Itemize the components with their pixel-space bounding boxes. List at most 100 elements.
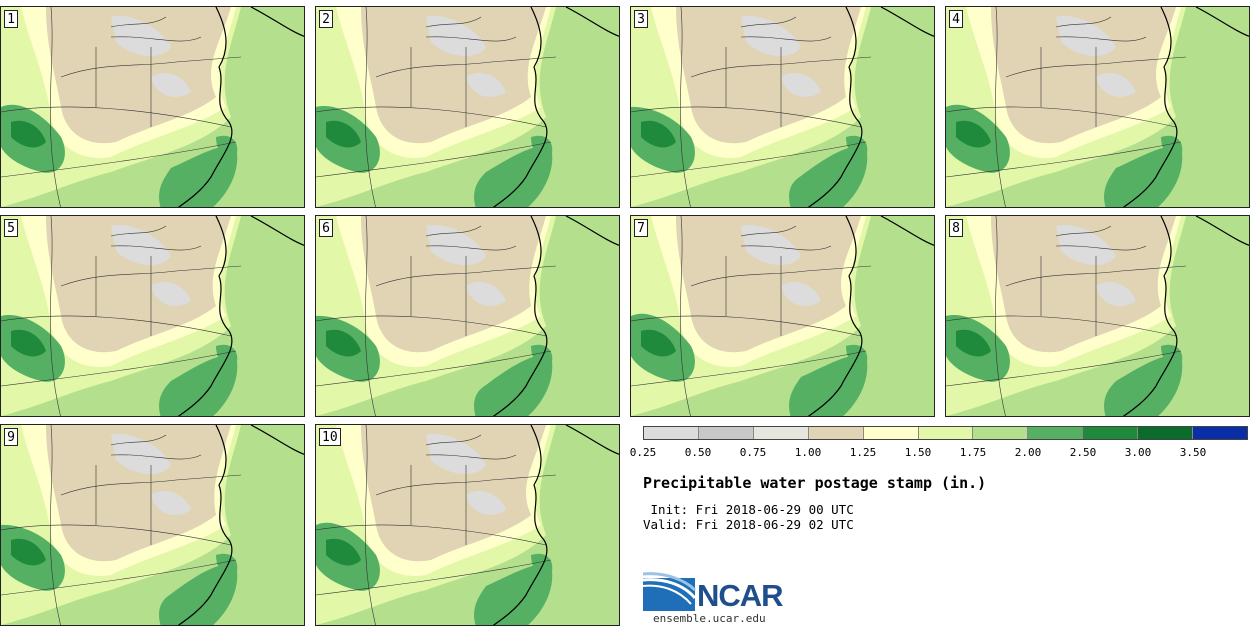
state-border bbox=[1, 559, 237, 596]
state-border bbox=[679, 7, 691, 207]
state-border bbox=[690, 265, 872, 287]
ncar-logo-icon bbox=[643, 572, 697, 611]
pw-field-gray bbox=[781, 281, 821, 306]
state-border bbox=[946, 141, 1182, 178]
state-border bbox=[725, 256, 782, 336]
pw-field-dark bbox=[1104, 355, 1183, 416]
state-border bbox=[410, 465, 467, 545]
lake-shore bbox=[110, 225, 202, 251]
pw-field-dark bbox=[846, 344, 868, 368]
pw-field-gray bbox=[466, 490, 506, 515]
map-panel: 10 bbox=[315, 424, 620, 626]
coastline bbox=[250, 7, 304, 37]
colorbar-tick-label: 1.50 bbox=[904, 446, 932, 459]
pw-field-gray bbox=[151, 72, 191, 97]
coastline bbox=[565, 425, 619, 455]
lake-shore bbox=[425, 225, 517, 251]
pw-field-dark bbox=[789, 355, 868, 416]
state-border bbox=[1, 350, 237, 387]
colorbar-cell bbox=[808, 427, 864, 439]
coastline bbox=[177, 216, 233, 416]
plot-title: Precipitable water postage stamp (in.) bbox=[643, 474, 987, 492]
state-border bbox=[631, 106, 862, 128]
pw-field-dark bbox=[216, 553, 238, 577]
coastline bbox=[492, 425, 548, 625]
state-border bbox=[364, 425, 376, 625]
pw-field-darker bbox=[326, 538, 361, 566]
panel-number: 1 bbox=[4, 10, 18, 28]
coastline bbox=[880, 7, 934, 37]
pw-field-gray bbox=[426, 434, 486, 475]
panel-number: 9 bbox=[4, 428, 18, 446]
state-border bbox=[679, 216, 691, 416]
pw-field-dark bbox=[1161, 135, 1183, 159]
colorbar-tick-label: 0.75 bbox=[739, 446, 767, 459]
pw-field-gray bbox=[741, 225, 801, 266]
state-border bbox=[49, 425, 61, 625]
coastline bbox=[492, 7, 548, 207]
coastline bbox=[807, 216, 863, 416]
colorbar-tick-label: 0.50 bbox=[684, 446, 712, 459]
pw-field-dark bbox=[531, 135, 553, 159]
state-border bbox=[95, 465, 152, 545]
lake-shore bbox=[425, 434, 517, 460]
state-border bbox=[1, 524, 232, 546]
pw-field-darker bbox=[956, 329, 991, 357]
map-panel: 9 bbox=[0, 424, 305, 626]
map-panel: 8 bbox=[945, 215, 1250, 417]
pw-field-dark bbox=[474, 355, 553, 416]
state-border bbox=[690, 56, 872, 78]
state-border bbox=[316, 141, 552, 178]
pw-field-dark bbox=[216, 344, 238, 368]
state-border bbox=[364, 216, 376, 416]
colorbar-cell bbox=[644, 427, 699, 439]
state-border bbox=[60, 265, 242, 287]
map-panel: 4 bbox=[945, 6, 1250, 208]
site-url: ensemble.ucar.edu bbox=[653, 612, 766, 625]
colorbar-tick-label: 2.50 bbox=[1069, 446, 1097, 459]
colorbar-tick-label: 1.25 bbox=[849, 446, 877, 459]
state-border bbox=[410, 256, 467, 336]
panel-number: 5 bbox=[4, 219, 18, 237]
colorbar-cell bbox=[1193, 427, 1247, 439]
coastline bbox=[250, 425, 304, 455]
pw-field-gray bbox=[781, 72, 821, 97]
state-border bbox=[316, 350, 552, 387]
map-panel: 2 bbox=[315, 6, 620, 208]
map-panel: 5 bbox=[0, 215, 305, 417]
state-border bbox=[316, 524, 547, 546]
lake-shore bbox=[740, 225, 832, 251]
pw-field-dark bbox=[531, 344, 553, 368]
panel-number: 3 bbox=[634, 10, 648, 28]
lake-shore bbox=[740, 16, 832, 42]
state-border bbox=[631, 315, 862, 337]
pw-field-gray bbox=[1096, 281, 1136, 306]
state-border bbox=[946, 315, 1177, 337]
pw-field-dark bbox=[1161, 344, 1183, 368]
coastline bbox=[565, 216, 619, 246]
coastline bbox=[565, 7, 619, 37]
pw-field-gray bbox=[151, 490, 191, 515]
pw-field-darker bbox=[641, 120, 676, 148]
pw-field-dark bbox=[159, 355, 238, 416]
pw-field-darker bbox=[11, 120, 46, 148]
coastline bbox=[1195, 216, 1249, 246]
state-border bbox=[946, 106, 1177, 128]
coastline bbox=[1122, 7, 1178, 207]
colorbar-cell bbox=[973, 427, 1029, 439]
state-border bbox=[946, 350, 1182, 387]
pw-field-gray bbox=[466, 281, 506, 306]
pw-field-gray bbox=[741, 16, 801, 57]
state-border bbox=[631, 350, 867, 387]
state-border bbox=[994, 7, 1006, 207]
pw-field-gray bbox=[1096, 72, 1136, 97]
colorbar-cell bbox=[918, 427, 974, 439]
map-panel: 3 bbox=[630, 6, 935, 208]
pw-field-dark bbox=[1104, 146, 1183, 207]
pw-field-darker bbox=[326, 120, 361, 148]
colorbar-cell bbox=[753, 427, 809, 439]
colorbar-tick-label: 3.50 bbox=[1179, 446, 1207, 459]
state-border bbox=[631, 141, 867, 178]
lake-shore bbox=[1055, 225, 1147, 251]
pw-field-darker bbox=[11, 329, 46, 357]
